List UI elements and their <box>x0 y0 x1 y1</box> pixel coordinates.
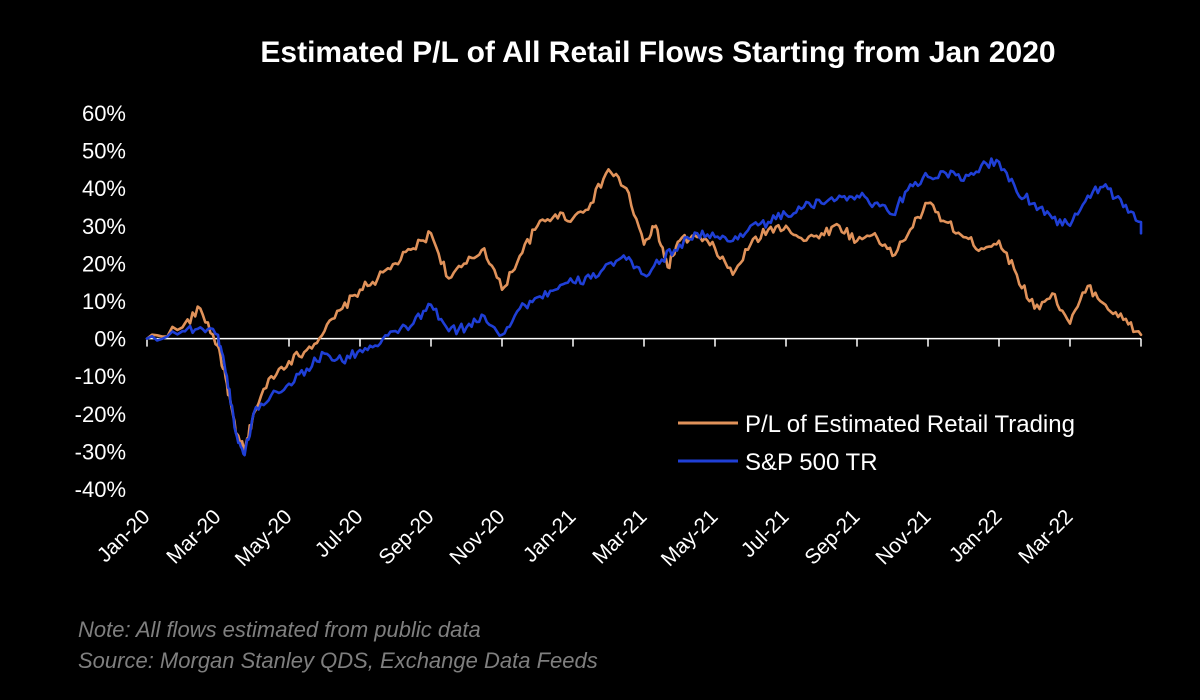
x-tick-label: Jul-21 <box>737 505 794 562</box>
y-tick-label: 40% <box>82 176 126 201</box>
y-tick-label: 0% <box>94 327 126 352</box>
x-tick-label: Mar-21 <box>588 505 651 568</box>
y-tick-label: 60% <box>82 101 126 126</box>
x-tick-label: May-20 <box>231 505 297 571</box>
y-tick-label: -40% <box>75 477 126 502</box>
y-tick-label: 50% <box>82 139 126 164</box>
y-tick-label: 10% <box>82 289 126 314</box>
y-tick-label: -10% <box>75 364 126 389</box>
legend: P/L of Estimated Retail Trading S&P 500 T… <box>678 411 1075 476</box>
x-tick-label: Mar-20 <box>162 505 225 568</box>
series-line-sp500 <box>145 157 1143 457</box>
series-layer <box>145 157 1143 457</box>
chart-title: Estimated P/L of All Retail Flows Starti… <box>260 36 1055 69</box>
y-tick-label: 30% <box>82 214 126 239</box>
x-tick-label: Mar-22 <box>1014 505 1077 568</box>
x-tick-label: Sep-21 <box>800 505 864 569</box>
y-tick-label: 20% <box>82 251 126 276</box>
y-tick-label: -20% <box>75 402 126 427</box>
x-tick-label: Nov-21 <box>871 505 935 569</box>
x-tick-label: Jan-21 <box>519 505 581 567</box>
legend-label: S&P 500 TR <box>745 449 878 476</box>
y-tick-label: -30% <box>75 439 126 464</box>
x-tick-label: Sep-20 <box>374 505 438 569</box>
footnote-source: Source: Morgan Stanley QDS, Exchange Dat… <box>78 648 598 673</box>
x-tick-label: Jan-22 <box>945 505 1007 567</box>
x-tick-label: Jan-20 <box>93 505 155 567</box>
x-axis: Jan-20 Mar-20 May-20 Jul-20 Sep-20 Nov-20 Jan-… <box>93 337 1142 571</box>
series-line-retail <box>145 168 1143 453</box>
x-tick-label: Nov-20 <box>445 505 509 569</box>
x-tick-label: May-21 <box>657 505 723 571</box>
footnote-note: Note: All flows estimated from public da… <box>78 617 481 642</box>
x-tick-label: Jul-20 <box>311 505 368 562</box>
legend-label: P/L of Estimated Retail Trading <box>745 411 1075 438</box>
y-axis-ticks: 60% 50% 40% 30% 20% 10% 0% -10% -20% -30% -40% <box>75 101 126 502</box>
